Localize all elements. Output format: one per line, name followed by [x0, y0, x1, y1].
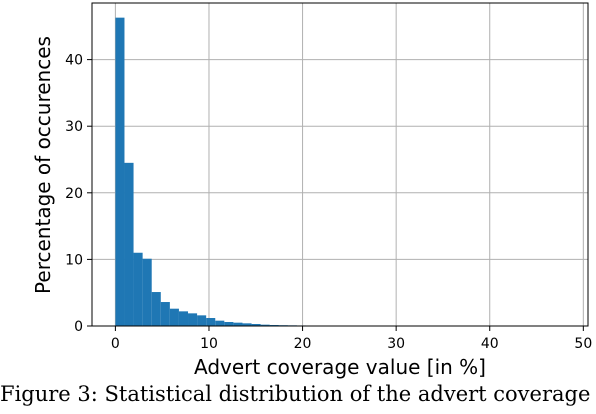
histogram-bar: [251, 324, 261, 326]
histogram-bar: [188, 313, 198, 326]
histogram-bar: [197, 315, 207, 326]
x-tick-label: 10: [200, 336, 218, 352]
histogram-bar: [151, 292, 161, 326]
histogram-bar: [260, 324, 270, 326]
x-tick-label: 0: [111, 336, 120, 352]
histogram-bar: [215, 320, 225, 326]
histogram-bar: [160, 302, 170, 326]
y-tick-label: 20: [65, 186, 83, 202]
histogram-bars: [115, 17, 316, 326]
histogram-bar: [115, 17, 125, 326]
y-axis-ticks: 0 10 20 30 40: [65, 53, 92, 335]
x-axis-label: Advert coverage value [in %]: [194, 355, 486, 379]
histogram-bar: [142, 258, 152, 326]
histogram-bar: [233, 322, 243, 326]
histogram-bar: [169, 308, 179, 326]
histogram-bar: [224, 322, 234, 326]
histogram-bar: [133, 252, 143, 326]
y-tick-label: 0: [74, 319, 83, 335]
histogram-bar: [178, 311, 189, 326]
y-tick-label: 30: [65, 119, 83, 135]
y-tick-label: 10: [65, 252, 83, 268]
plot-frame: [91, 2, 589, 327]
histogram-bar: [124, 162, 134, 326]
x-tick-label: 20: [294, 336, 312, 352]
y-axis-label: Percentage of occurences: [31, 36, 55, 294]
x-tick-label: 30: [387, 336, 405, 352]
histogram-chart: 0 10 20 30 40 50 0 10 20 30 40 Advert coverage va…: [31, 2, 592, 379]
y-tick-label: 40: [65, 53, 83, 69]
histogram-bar: [242, 323, 252, 326]
figure-caption: Figure 3: Statistical distribution of th…: [0, 382, 591, 406]
histogram-bar: [206, 318, 216, 326]
x-tick-label: 40: [481, 336, 499, 352]
x-tick-label: 50: [574, 336, 592, 352]
x-axis-ticks: 0 10 20 30 40 50: [111, 326, 592, 352]
grid-lines: [92, 3, 588, 327]
